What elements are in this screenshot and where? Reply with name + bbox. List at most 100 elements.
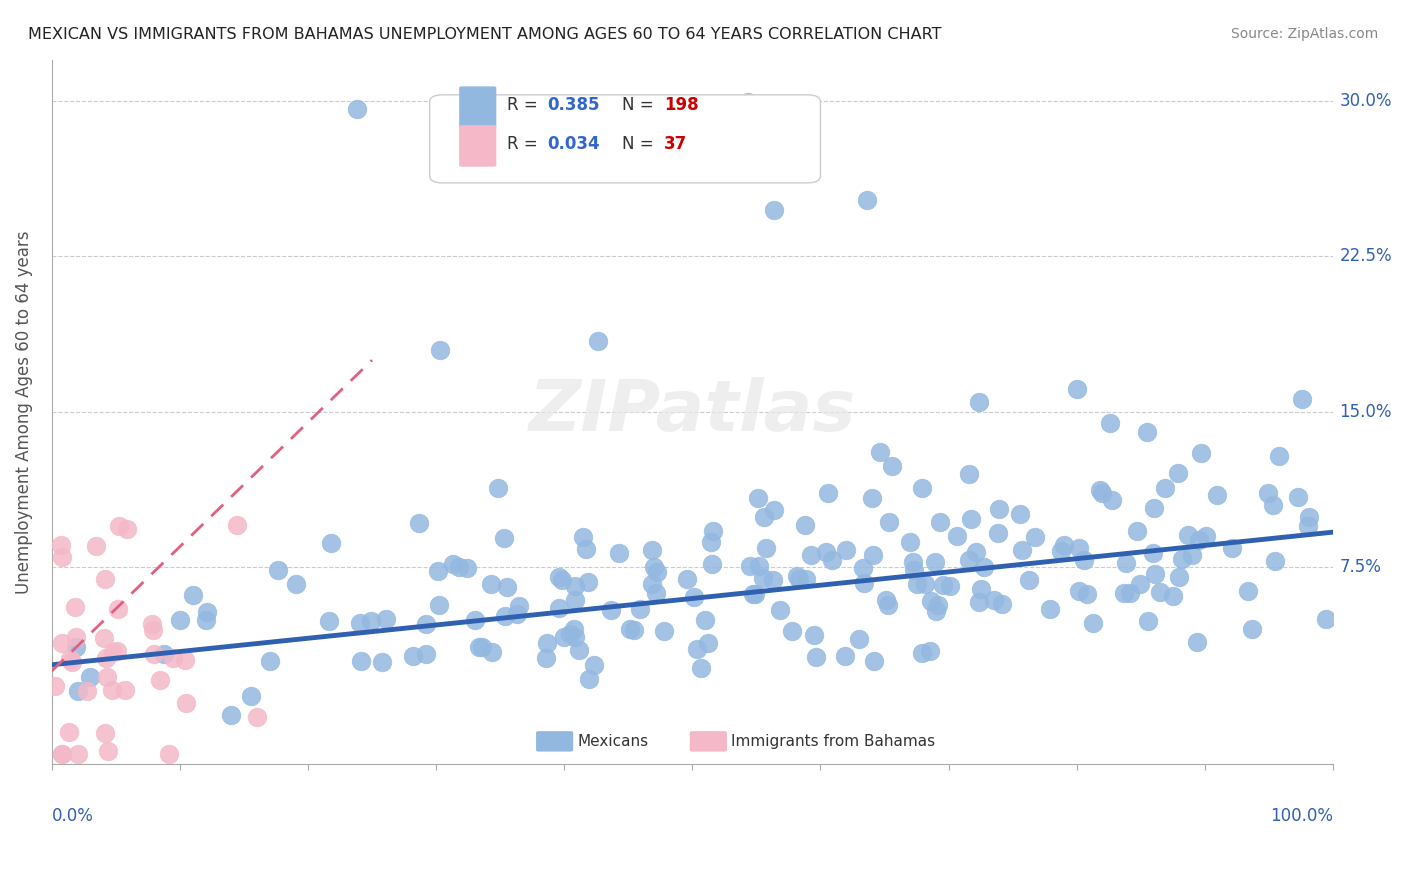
Point [1261, 498, 1284, 512]
Point [1067, 583, 1090, 598]
Point [349, 615, 371, 630]
Point [349, 654, 371, 668]
Point [957, 553, 980, 567]
FancyBboxPatch shape [460, 125, 496, 167]
Point [219, 708, 242, 723]
Point [494, 609, 516, 624]
Point [938, 579, 960, 593]
Text: Immigrants from Bahamas: Immigrants from Bahamas [731, 733, 935, 748]
Point [486, 481, 509, 495]
Point [800, 548, 823, 562]
Point [641, 543, 664, 558]
Point [93, 726, 115, 740]
Point [863, 654, 886, 668]
Point [1153, 481, 1175, 495]
Point [429, 598, 451, 612]
Point [1018, 573, 1040, 587]
Point [582, 657, 605, 672]
Point [508, 599, 530, 614]
Point [1167, 466, 1189, 480]
Point [169, 613, 191, 627]
Point [65, 600, 87, 615]
Point [754, 510, 776, 524]
Point [1101, 493, 1123, 508]
Point [564, 593, 586, 607]
Point [960, 512, 983, 526]
Point [1181, 549, 1204, 563]
Point [1143, 501, 1166, 516]
Point [644, 585, 666, 599]
Point [928, 515, 950, 529]
Point [1291, 392, 1313, 406]
Point [702, 524, 724, 539]
Point [195, 605, 218, 619]
Point [755, 541, 778, 555]
Point [1168, 570, 1191, 584]
Text: 0.034: 0.034 [547, 136, 600, 153]
Point [494, 531, 516, 545]
Point [564, 579, 586, 593]
Point [1237, 584, 1260, 599]
Point [1149, 585, 1171, 599]
Point [468, 640, 491, 655]
Point [479, 577, 502, 591]
Point [875, 593, 897, 607]
Point [852, 575, 875, 590]
Text: ZIPatlas: ZIPatlas [529, 377, 856, 446]
Point [787, 572, 810, 586]
Point [360, 614, 382, 628]
Point [744, 587, 766, 601]
Point [481, 644, 503, 658]
Text: 22.5%: 22.5% [1340, 247, 1392, 266]
Point [1163, 590, 1185, 604]
Point [1296, 519, 1319, 533]
Point [51, 636, 73, 650]
Text: 7.5%: 7.5% [1340, 558, 1381, 576]
Point [740, 559, 762, 574]
Point [900, 534, 922, 549]
FancyBboxPatch shape [430, 95, 821, 183]
Point [763, 502, 786, 516]
Point [1073, 553, 1095, 567]
Point [101, 645, 124, 659]
Point [676, 572, 699, 586]
Point [835, 542, 858, 557]
Point [441, 557, 464, 571]
Point [408, 516, 430, 530]
Point [957, 467, 980, 481]
FancyBboxPatch shape [690, 731, 727, 752]
Point [786, 569, 808, 583]
Text: 37: 37 [664, 136, 688, 153]
Point [1081, 616, 1104, 631]
Point [79, 670, 101, 684]
Text: 198: 198 [664, 96, 699, 114]
Point [194, 613, 217, 627]
Point [607, 546, 630, 560]
Point [1076, 587, 1098, 601]
Point [564, 631, 586, 645]
Point [575, 541, 598, 556]
Point [572, 530, 595, 544]
Point [429, 343, 451, 357]
Point [534, 651, 557, 665]
Point [374, 611, 396, 625]
Point [1315, 612, 1337, 626]
Point [911, 646, 934, 660]
Point [877, 515, 900, 529]
Point [1188, 533, 1211, 547]
Point [925, 604, 948, 618]
Point [1126, 524, 1149, 539]
Point [643, 560, 665, 574]
Point [259, 654, 281, 668]
Point [911, 482, 934, 496]
Point [924, 555, 946, 569]
Point [59, 652, 82, 666]
Point [600, 603, 623, 617]
Text: 0.385: 0.385 [547, 96, 600, 114]
Point [60, 655, 83, 669]
Point [58, 725, 80, 739]
Point [153, 647, 176, 661]
Point [882, 458, 904, 473]
Point [834, 648, 856, 663]
Point [700, 557, 723, 571]
